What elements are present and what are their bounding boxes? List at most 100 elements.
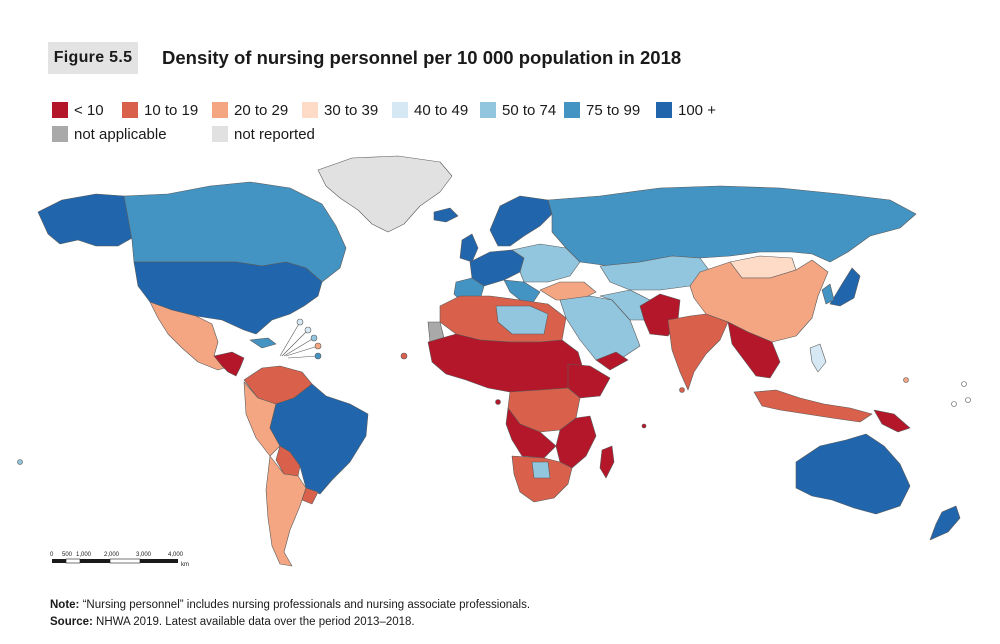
legend-item-75to99: 75 to 99 [564, 102, 656, 119]
legend-label: 20 to 29 [234, 101, 289, 119]
region-scandinavia [489, 195, 553, 247]
region-yemen [595, 351, 629, 371]
callout-line [281, 329, 309, 357]
island-marker [951, 401, 957, 407]
region-papua-new-guinea [873, 409, 911, 433]
legend-swatch [302, 102, 318, 118]
region-southern-africa [511, 455, 573, 503]
callout-line [279, 321, 301, 357]
region-china [689, 259, 829, 343]
note-text: “Nursing personnel” includes nursing pro… [79, 599, 531, 611]
legend-item-not-applicable: not applicable [52, 126, 212, 143]
island-marker [310, 334, 318, 342]
legend-swatch [212, 102, 228, 118]
scale-tick-label: 2,000 [104, 552, 120, 558]
scale-unit: km [181, 562, 189, 568]
island-marker [17, 459, 23, 465]
region-uk-ireland [459, 233, 479, 263]
island-marker [314, 352, 322, 360]
island-marker [495, 399, 501, 405]
scale-bar-segment [109, 558, 141, 564]
world-choropleth-map [17, 155, 971, 567]
source-label: Source: [50, 616, 93, 628]
region-russia [547, 185, 917, 267]
callout-line [285, 345, 319, 357]
island-marker [314, 342, 322, 350]
region-indonesia [753, 389, 873, 423]
region-eastern-europe [511, 243, 581, 283]
region-western-europe [469, 249, 525, 287]
region-botswana [531, 461, 551, 479]
callout-line [283, 337, 315, 357]
region-alaska [37, 193, 133, 247]
region-australia [795, 433, 911, 515]
scale-bar-segment [80, 559, 110, 563]
legend-swatch [52, 126, 68, 142]
legend-item-20to29: 20 to 29 [212, 102, 302, 119]
scale-tick-label: 3,000 [136, 552, 152, 558]
island-marker [965, 397, 971, 403]
scale-tick-label: 0 [50, 552, 54, 558]
region-caribbean [249, 337, 277, 349]
footnote: Note: “Nursing personnel” includes nursi… [50, 597, 530, 631]
region-southeast-asia [727, 321, 781, 379]
region-madagascar [599, 445, 615, 479]
note-line: Note: “Nursing personnel” includes nursi… [50, 597, 530, 614]
region-japan [829, 267, 861, 307]
legend-swatch [392, 102, 408, 118]
legend-label: not reported [234, 125, 315, 143]
region-new-zealand [929, 505, 961, 541]
callout-line [287, 355, 319, 359]
legend-item-40to49: 40 to 49 [392, 102, 480, 119]
region-sahel-west-africa [427, 333, 585, 393]
legend-label: 10 to 19 [144, 101, 199, 119]
region-uruguay [301, 487, 319, 505]
region-iceland [433, 207, 459, 223]
region-east-africa [555, 415, 597, 469]
region-turkey [539, 281, 597, 301]
legend-swatch [564, 102, 580, 118]
legend-label: 75 to 99 [586, 101, 641, 119]
figure-title: Density of nursing personnel per 10 000 … [162, 47, 682, 68]
legend-swatch [212, 126, 228, 142]
region-korea [821, 283, 835, 305]
region-argentina-chile [265, 455, 307, 567]
region-india [667, 313, 729, 391]
scale-tick-label: 4,000 [168, 552, 184, 558]
legend-label: 30 to 39 [324, 101, 379, 119]
figure-label: Figure 5.5 [48, 42, 138, 74]
legend-label: 40 to 49 [414, 101, 469, 119]
legend-swatch [656, 102, 672, 118]
island-marker [400, 352, 408, 360]
region-philippines [809, 343, 827, 373]
legend-row-other: not applicable not reported [52, 122, 952, 146]
legend-item-10to19: 10 to 19 [122, 102, 212, 119]
region-greenland [317, 155, 453, 233]
legend-label: < 10 [74, 101, 104, 119]
legend-swatch [122, 102, 138, 118]
region-libya-algeria [495, 305, 549, 335]
source-line: Source: NHWA 2019. Latest available data… [50, 614, 530, 631]
island-marker [961, 381, 967, 387]
scale-bar-segment [52, 559, 66, 563]
legend-swatch [52, 102, 68, 118]
scale-bar-segment [65, 558, 81, 564]
legend-item-30to39: 30 to 39 [302, 102, 392, 119]
legend-row-density: < 10 10 to 19 20 to 29 30 to 39 40 to 49… [52, 98, 952, 122]
legend: < 10 10 to 19 20 to 29 30 to 39 40 to 49… [52, 98, 952, 146]
scale-tick-label: 500 [62, 552, 73, 558]
legend-item-lt10: < 10 [52, 102, 122, 119]
island-marker [679, 387, 685, 393]
region-middle-east [559, 295, 641, 363]
scale-tick-label: 1,000 [76, 552, 92, 558]
island-marker [304, 326, 312, 334]
scale-bar: 0 500 1,000 2,000 3,000 4,000 km [50, 552, 189, 568]
region-central-america [213, 351, 245, 377]
scale-bar-segment [140, 559, 178, 563]
note-label: Note: [50, 599, 80, 611]
source-text: NHWA 2019. Latest available data over th… [92, 616, 415, 628]
legend-item-100plus: 100 + [656, 102, 736, 119]
legend-label: not applicable [74, 125, 167, 143]
island-marker [641, 423, 647, 429]
legend-item-not-reported: not reported [212, 126, 372, 143]
